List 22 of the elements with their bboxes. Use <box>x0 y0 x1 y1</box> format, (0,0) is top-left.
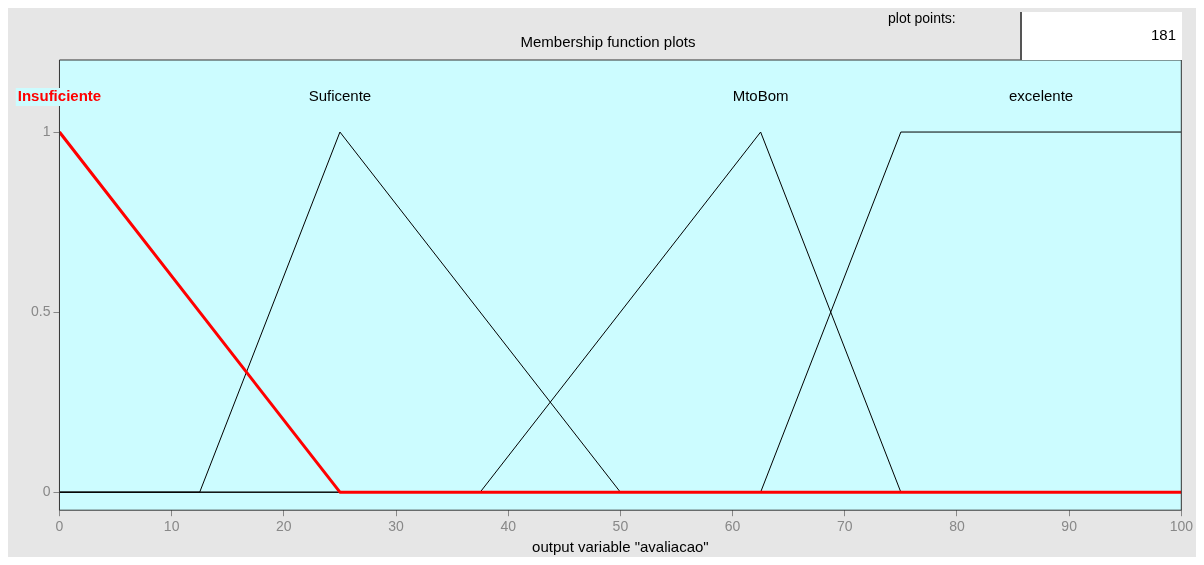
chart-title: Membership function plots <box>520 33 696 51</box>
x-tick-label: 90 <box>1061 518 1078 535</box>
text: plot points: <box>888 10 956 26</box>
text: Suficente <box>308 87 372 105</box>
x-tick-label: 20 <box>276 518 292 535</box>
x-tick-label: 0 <box>55 518 64 535</box>
x-tick-label: 80 <box>949 518 965 535</box>
x-tick-label: 50 <box>612 518 629 535</box>
text: Insuficiente <box>17 87 102 105</box>
text: MtoBom <box>732 87 789 105</box>
x-tick-label: 60 <box>724 518 741 535</box>
x-tick-label: 40 <box>500 518 517 535</box>
y-tick-label: 1 <box>42 122 51 139</box>
x-axis-title: output variable "avaliacao" <box>532 538 709 556</box>
x-tick-label: 100 <box>1169 518 1194 535</box>
y-tick-label: 0 <box>42 483 51 500</box>
series-label: excelente <box>1008 87 1074 105</box>
y-tick-label: 0.5 <box>30 302 51 319</box>
number-field: 181 <box>1020 12 1182 60</box>
x-tick-label: 70 <box>836 518 853 535</box>
x-tick-label: 10 <box>163 518 180 535</box>
x-tick-label: 30 <box>388 518 405 535</box>
